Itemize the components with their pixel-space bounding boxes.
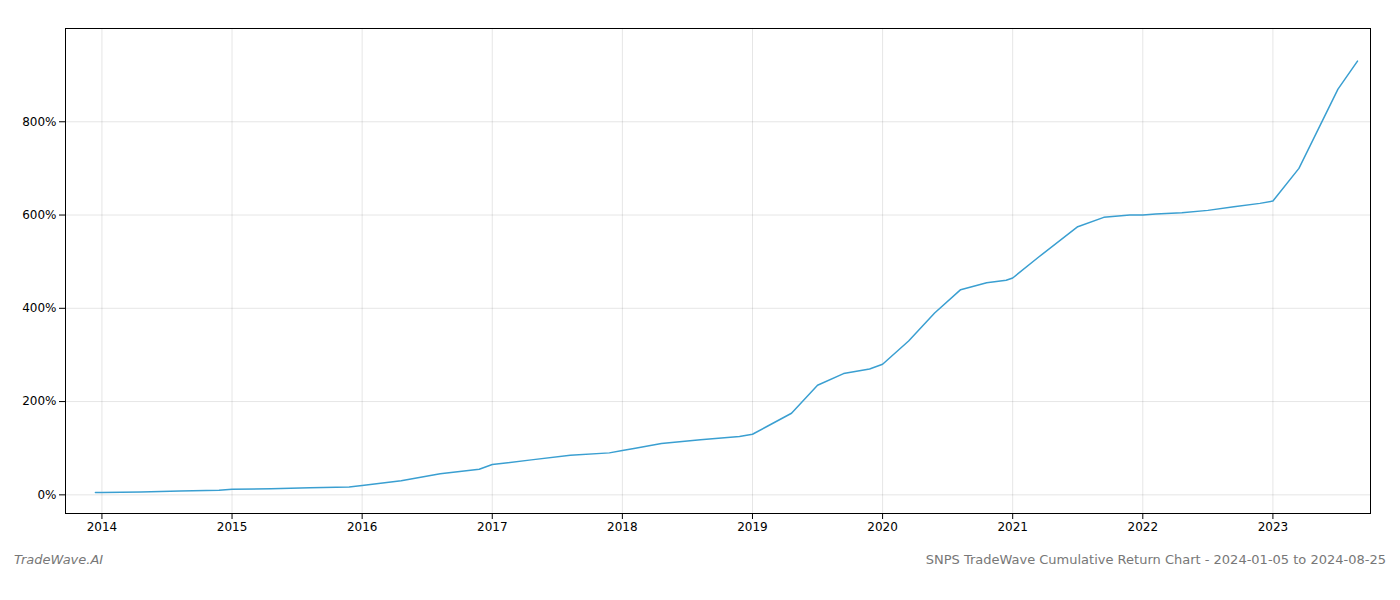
svg-text:800%: 800% <box>22 115 56 129</box>
svg-text:2019: 2019 <box>737 520 768 534</box>
svg-text:2015: 2015 <box>217 520 248 534</box>
svg-text:2014: 2014 <box>87 520 118 534</box>
svg-text:2017: 2017 <box>477 520 508 534</box>
svg-text:2016: 2016 <box>347 520 378 534</box>
svg-text:2021: 2021 <box>997 520 1028 534</box>
html-text:TradeWave.AI: TradeWave.AI <box>14 552 104 567</box>
svg-text:2018: 2018 <box>607 520 638 534</box>
svg-text:2023: 2023 <box>1258 520 1289 534</box>
svg-text:0%: 0% <box>37 488 56 502</box>
svg-text:400%: 400% <box>22 301 56 315</box>
svg-text:600%: 600% <box>22 208 56 222</box>
svg-text:2022: 2022 <box>1128 520 1159 534</box>
svg-text:200%: 200% <box>22 394 56 408</box>
html-text:SNPS TradeWave Cumulative Retu: SNPS TradeWave Cumulative Return Chart -… <box>925 552 1386 567</box>
svg-text:2020: 2020 <box>867 520 898 534</box>
